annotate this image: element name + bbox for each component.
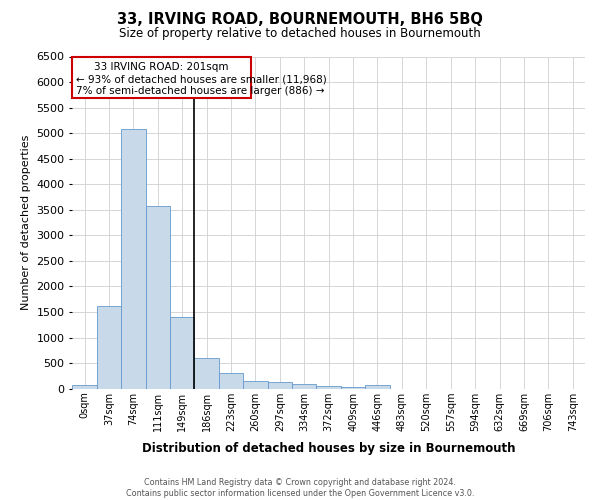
- Text: 33, IRVING ROAD, BOURNEMOUTH, BH6 5BQ: 33, IRVING ROAD, BOURNEMOUTH, BH6 5BQ: [117, 12, 483, 28]
- Text: Contains HM Land Registry data © Crown copyright and database right 2024.
Contai: Contains HM Land Registry data © Crown c…: [126, 478, 474, 498]
- X-axis label: Distribution of detached houses by size in Bournemouth: Distribution of detached houses by size …: [142, 442, 515, 455]
- Bar: [121, 130, 146, 388]
- Bar: [365, 386, 389, 388]
- Bar: [170, 317, 194, 388]
- Bar: [97, 306, 121, 388]
- Bar: [268, 382, 292, 388]
- Y-axis label: Number of detached properties: Number of detached properties: [21, 135, 31, 310]
- Text: Size of property relative to detached houses in Bournemouth: Size of property relative to detached ho…: [119, 28, 481, 40]
- Bar: [316, 386, 341, 388]
- Bar: [146, 206, 170, 388]
- Bar: [194, 358, 219, 388]
- Bar: [219, 374, 243, 388]
- Bar: [341, 386, 365, 388]
- Text: 7% of semi-detached houses are larger (886) →: 7% of semi-detached houses are larger (8…: [76, 86, 325, 96]
- Text: 33 IRVING ROAD: 201sqm: 33 IRVING ROAD: 201sqm: [94, 62, 229, 72]
- Text: ← 93% of detached houses are smaller (11,968): ← 93% of detached houses are smaller (11…: [76, 74, 327, 85]
- Bar: [73, 385, 97, 388]
- Bar: [292, 384, 316, 388]
- Bar: [243, 381, 268, 388]
- Bar: [73, 56, 251, 98]
